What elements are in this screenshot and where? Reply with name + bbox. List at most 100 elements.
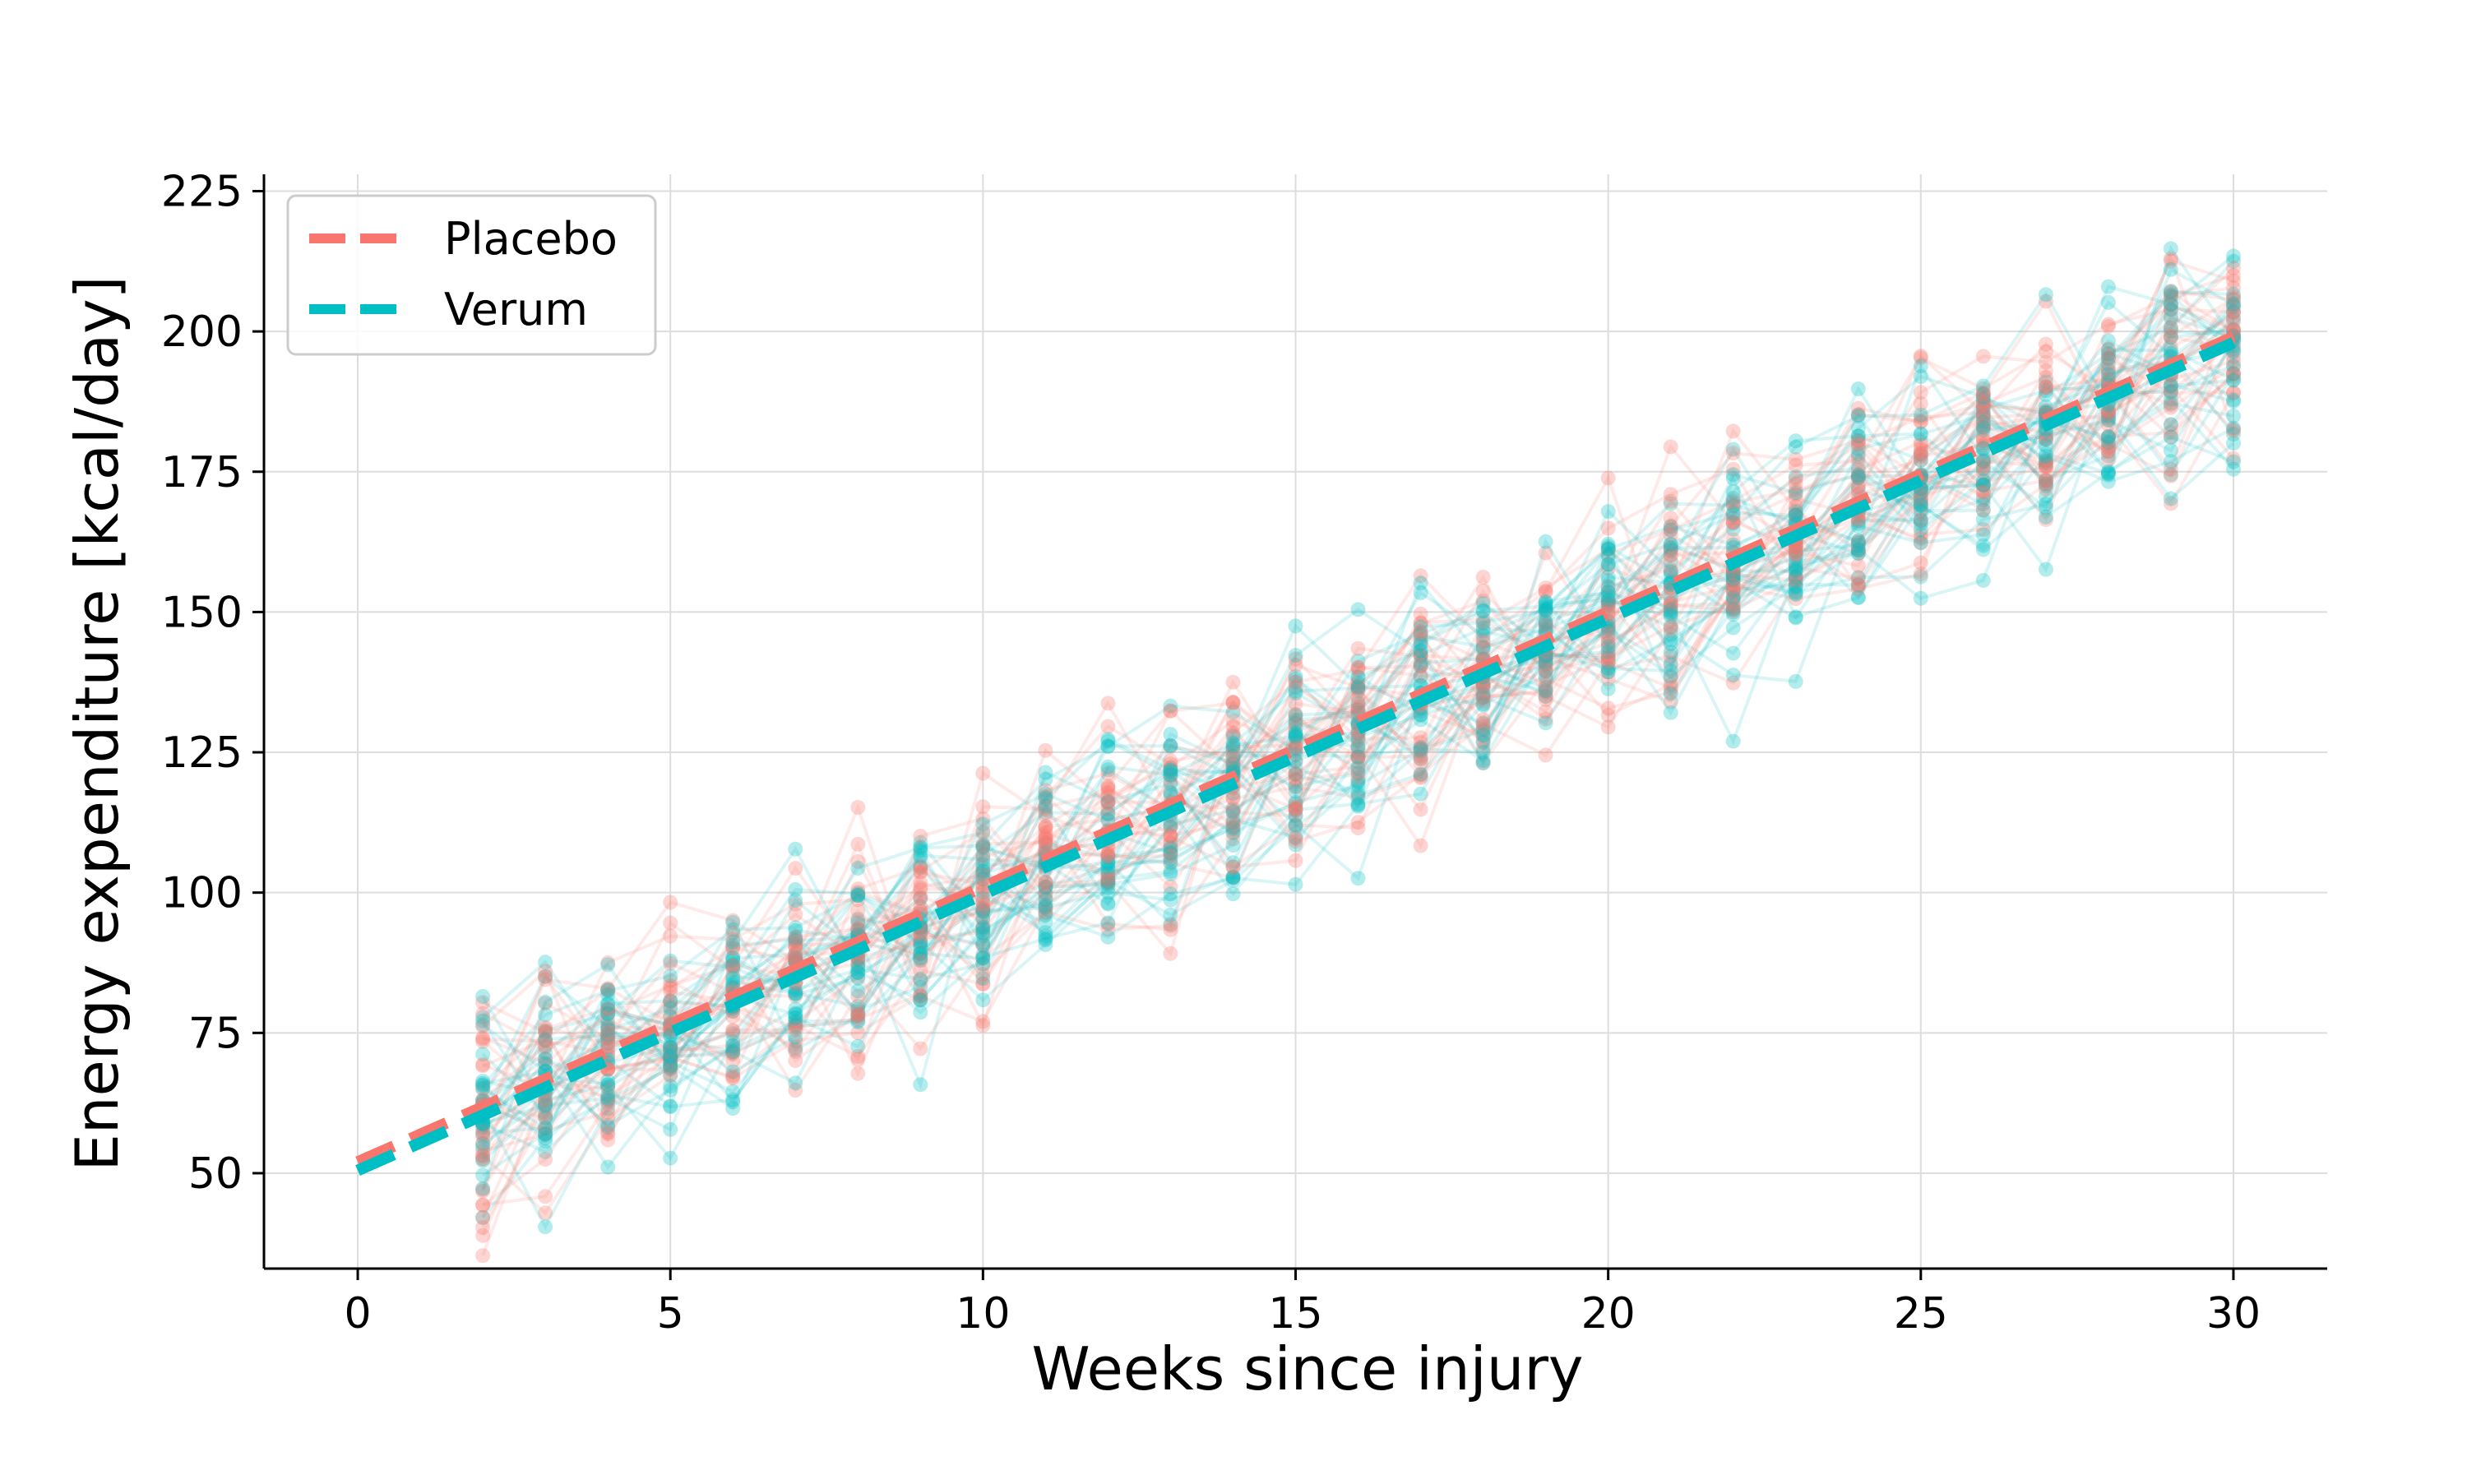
trajectory-point-verum <box>1413 628 1428 644</box>
trajectory-point-placebo <box>1100 872 1116 888</box>
trajectory-point-verum <box>2038 449 2053 464</box>
trajectory-point-placebo <box>2226 260 2241 275</box>
trajectory-point-verum <box>850 915 866 931</box>
trajectory-point-placebo <box>1475 719 1491 734</box>
trajectory-point-placebo <box>2226 369 2241 385</box>
trajectory-point-verum <box>1288 724 1303 740</box>
trajectory-point-placebo <box>2100 351 2116 367</box>
trajectory-point-verum <box>1350 749 1366 765</box>
trajectory-point-verum <box>850 912 866 927</box>
trajectory-point-placebo <box>1100 788 1116 804</box>
trajectory-point-verum <box>788 932 803 947</box>
trajectory-point-placebo <box>1475 594 1491 609</box>
trajectory-point-verum <box>1225 811 1241 827</box>
trajectory-point-placebo <box>538 1033 553 1049</box>
trajectory-point-verum <box>1600 573 1616 589</box>
trajectory-point-placebo <box>1413 740 1428 756</box>
trajectory-point-verum <box>1788 469 1803 484</box>
trajectory-point-verum <box>1225 756 1241 772</box>
trajectory-point-placebo <box>2163 383 2178 399</box>
trajectory-point-verum <box>1163 854 1178 870</box>
trajectory-point-verum <box>1413 643 1428 659</box>
trajectory-point-verum <box>1163 767 1178 783</box>
trajectory-point-placebo <box>975 895 991 910</box>
trajectory-point-placebo <box>1163 835 1178 851</box>
trajectory-point-verum <box>788 1042 803 1057</box>
trajectory-point-placebo <box>600 1110 616 1126</box>
trajectory-point-verum <box>1475 715 1491 731</box>
trajectory-point-verum <box>1350 653 1366 668</box>
trajectory-point-placebo <box>1038 874 1053 890</box>
trajectory-point-verum <box>2100 367 2116 382</box>
trajectory-point-verum <box>1100 862 1116 877</box>
trajectory-point-verum <box>1850 589 1866 605</box>
x-tick-label: 30 <box>2206 1289 2261 1338</box>
trajectory-point-placebo <box>2038 294 2053 309</box>
trajectory-point-placebo <box>1475 680 1491 696</box>
trajectory-point-verum <box>1038 897 1053 913</box>
trajectory-point-verum <box>1538 683 1553 699</box>
trajectory-point-verum <box>1225 749 1241 765</box>
trajectory-point-verum <box>1413 751 1428 766</box>
trajectory-point-placebo <box>2100 406 2116 421</box>
trajectory-point-verum <box>1788 609 1803 625</box>
trajectory-point-placebo <box>1913 409 1928 425</box>
trajectory-point-verum <box>2163 395 2178 411</box>
trajectory-point-verum <box>1288 760 1303 775</box>
trajectory-point-verum <box>663 1049 678 1065</box>
trajectory-point-placebo <box>2163 251 2178 266</box>
trajectory-point-placebo <box>2100 406 2116 422</box>
trajectory-placebo <box>482 362 2235 1120</box>
trajectory-point-placebo <box>1975 483 1991 499</box>
trajectory-point-placebo <box>1163 756 1178 772</box>
trajectory-point-verum <box>1350 733 1366 747</box>
trajectory-point-placebo <box>1913 349 1928 363</box>
trajectory-point-placebo <box>663 978 678 993</box>
trajectory-point-placebo <box>2226 451 2241 466</box>
trajectory-point-placebo <box>1350 789 1366 805</box>
trajectory-point-placebo <box>1538 663 1553 677</box>
trajectory-point-placebo <box>1600 700 1616 716</box>
trajectory-point-verum <box>1975 538 1991 553</box>
trajectory-point-placebo <box>1850 437 1866 453</box>
y-tick-label: 75 <box>188 1009 243 1058</box>
trajectory-point-placebo <box>1975 396 1991 411</box>
trajectory-point-verum <box>1288 686 1303 701</box>
trajectory-point-placebo <box>788 896 803 912</box>
trajectory-point-verum <box>1600 569 1616 585</box>
trajectory-point-placebo <box>913 890 928 906</box>
trajectory-point-verum <box>1225 815 1241 830</box>
trajectory-point-placebo <box>1475 616 1491 631</box>
trajectory-point-verum <box>850 1038 866 1054</box>
trajectory-point-verum <box>850 983 866 999</box>
trajectory-point-verum <box>1975 408 1991 423</box>
trajectory-point-verum <box>538 1106 553 1121</box>
trajectory-point-verum <box>1163 852 1178 867</box>
trajectory-point-placebo <box>1913 490 1928 506</box>
trajectory-point-verum <box>2038 428 2053 444</box>
trajectory-point-placebo <box>2038 380 2053 395</box>
trajectory-point-placebo <box>1538 747 1553 763</box>
trajectory-point-placebo <box>1600 654 1616 670</box>
trajectory-point-placebo <box>2226 280 2241 296</box>
trajectory-point-placebo <box>1538 689 1553 705</box>
trajectory-point-verum <box>1100 762 1116 778</box>
trajectory-point-placebo <box>1350 702 1366 718</box>
trajectory-point-placebo <box>1913 530 1928 546</box>
trajectory-point-placebo <box>1663 493 1678 509</box>
x-tick-label: 15 <box>1268 1289 1322 1338</box>
trajectory-point-verum <box>725 1064 741 1079</box>
trajectory-point-placebo <box>1163 856 1178 871</box>
trajectory-point-placebo <box>538 1039 553 1055</box>
trajectory-point-placebo <box>1725 461 1741 477</box>
trajectory-placebo <box>481 333 2235 1131</box>
trajectory-point-placebo <box>913 988 928 1004</box>
trajectory-point-verum <box>975 903 991 918</box>
trajectory-point-placebo <box>1100 849 1116 865</box>
trajectory-point-verum <box>1663 540 1678 556</box>
trajectory-point-verum <box>1350 797 1366 813</box>
trajectory-point-placebo <box>663 1053 678 1069</box>
trajectory-point-placebo <box>1913 501 1928 516</box>
trajectory-point-verum <box>1413 786 1428 802</box>
trajectory-point-verum <box>1663 663 1678 678</box>
